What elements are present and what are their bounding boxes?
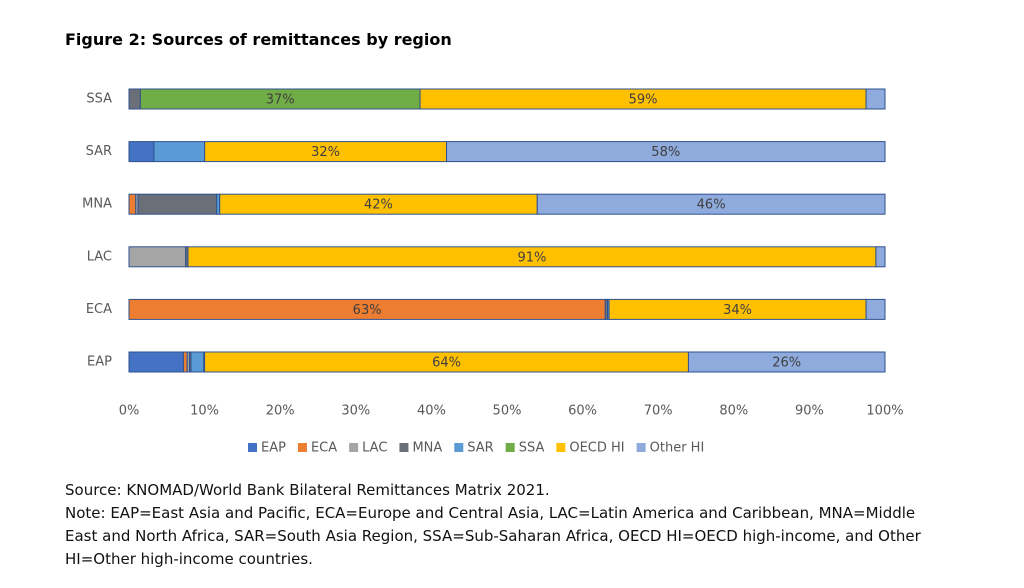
y-tick-label: ECA — [86, 302, 112, 317]
data-label: 34% — [723, 303, 752, 318]
bar-segment — [128, 88, 141, 110]
bar-segment — [153, 141, 206, 163]
bar-segment — [536, 193, 886, 215]
data-label: 26% — [772, 356, 801, 371]
source: Source: KNOMAD/World Bank Bilateral Remi… — [65, 481, 550, 499]
x-tick-label: 10% — [190, 404, 219, 419]
y-tick-label: SSA — [86, 92, 112, 107]
bar-segment — [182, 351, 188, 373]
bar-segment — [190, 351, 205, 373]
bar-segment — [137, 193, 218, 215]
x-tick-label: 20% — [266, 404, 295, 419]
legend-swatch — [505, 443, 515, 452]
data-label: 37% — [266, 93, 295, 108]
data-label: 58% — [651, 145, 680, 160]
y-tick-label: MNA — [82, 197, 112, 212]
legend-label: MNA — [412, 441, 442, 456]
y-tick-label: EAP — [87, 355, 112, 370]
legend-label: OECD HI — [569, 441, 624, 456]
x-tick-label: 40% — [417, 404, 446, 419]
data-label: 59% — [629, 93, 658, 108]
bar-segment — [128, 193, 137, 215]
legend-label: Other HI — [650, 441, 705, 456]
chart: 0% 10% 20% 30% 40% 50% 60% 70% 80% 90% 100% EAP 64% 2… — [82, 88, 904, 456]
data-label: 32% — [311, 145, 340, 160]
legend-swatch — [454, 443, 464, 452]
data-label: 46% — [697, 198, 726, 213]
legend-label: LAC — [362, 441, 387, 456]
legend-swatch — [399, 443, 409, 452]
bar-segment — [875, 246, 886, 268]
legend-swatch — [636, 443, 646, 452]
data-label: 64% — [432, 356, 461, 371]
x-tick-label: 30% — [341, 404, 370, 419]
chart-title: Figure 2: Sources of remittances by regi… — [65, 30, 452, 49]
x-tick-label: 80% — [719, 404, 748, 419]
bar-segment — [865, 298, 886, 320]
x-tick-label: 50% — [493, 404, 522, 419]
y-tick-label: LAC — [87, 249, 112, 264]
x-tick-label: 0% — [119, 404, 140, 419]
legend-swatch — [556, 443, 566, 452]
bar-segment — [446, 141, 886, 163]
y-tick-label: SAR — [86, 144, 112, 159]
bar-segment — [865, 88, 886, 110]
note: Note: EAP=East Asia and Pacific, ECA=Eur… — [65, 504, 921, 568]
x-tick-label: 60% — [568, 404, 597, 419]
legend-swatch — [297, 443, 307, 452]
legend-swatch — [248, 443, 257, 452]
bar-segment — [687, 351, 886, 373]
x-tick-label: 100% — [866, 404, 903, 419]
x-tick-label: 90% — [795, 404, 824, 419]
legend-label: ECA — [311, 441, 337, 456]
data-label: 63% — [353, 303, 382, 318]
legend-swatch — [349, 443, 359, 452]
data-label: 42% — [364, 198, 393, 213]
data-label: 91% — [517, 250, 546, 265]
legend-label: SSA — [519, 441, 545, 456]
bar-segment — [128, 351, 184, 373]
legend-label: EAP — [261, 441, 286, 456]
x-tick-label: 70% — [644, 404, 673, 419]
bar-segment — [128, 141, 155, 163]
legend-label: SAR — [467, 441, 493, 456]
bar-segment — [128, 246, 187, 268]
